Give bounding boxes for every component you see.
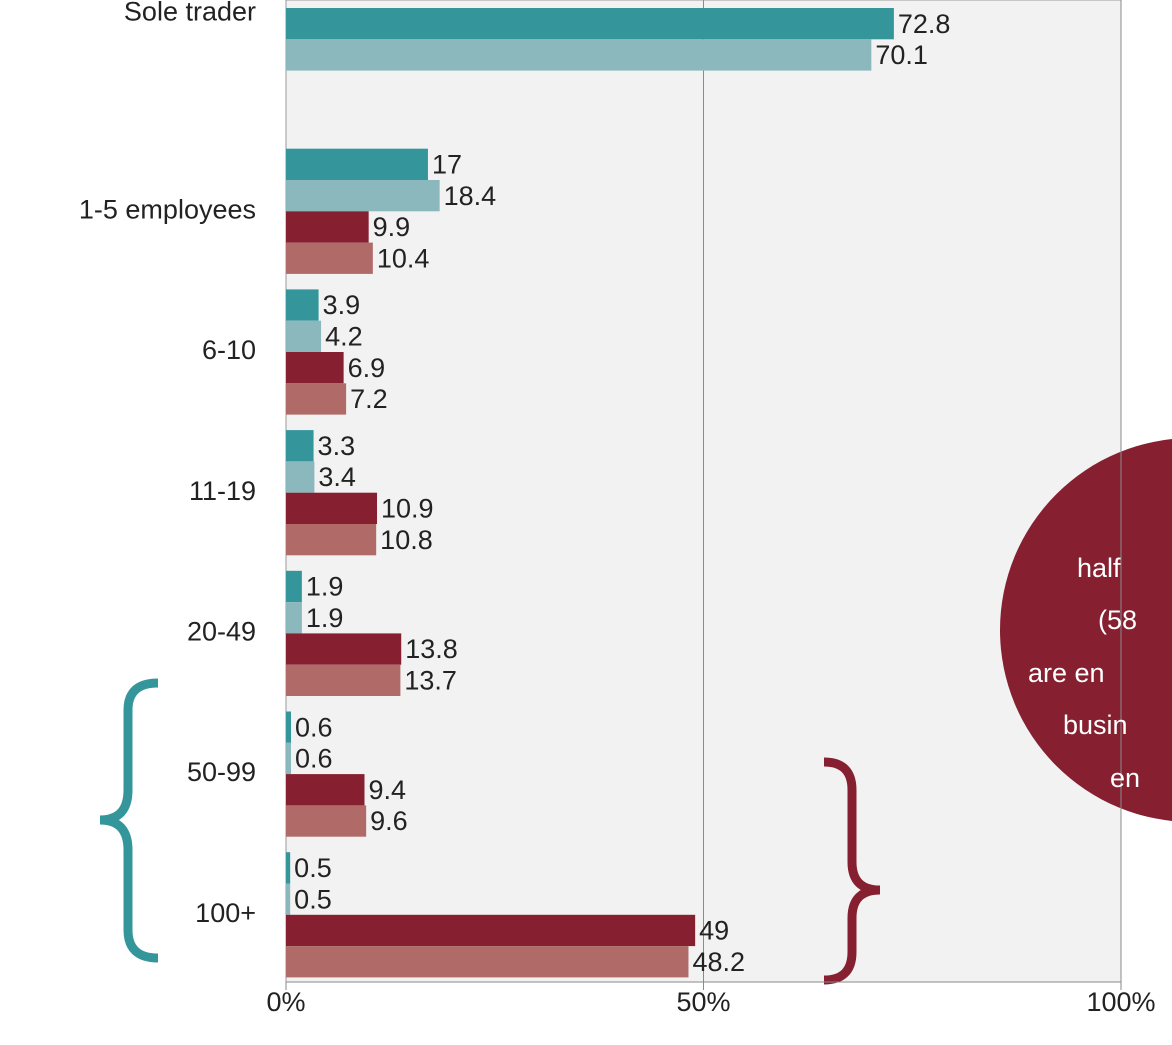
bar [286,570,302,603]
x-tick-label: 100% [1086,987,1155,1017]
bar [286,664,401,696]
value-label: 4.2 [325,321,363,351]
callout-text: are en [1028,658,1105,688]
value-label: 3.3 [318,431,356,461]
bar [286,711,292,743]
bar [286,320,322,352]
bar [286,39,872,71]
right-brace [823,757,881,985]
bar [286,774,365,806]
category-label: 1-5 employees [79,194,256,224]
bar [286,946,689,978]
bar [286,461,315,493]
callout-text: en [1110,763,1140,793]
category-label: 6-10 [202,335,256,365]
left-brace [99,678,159,963]
value-label: 7.2 [350,384,388,414]
value-label: 49 [699,916,729,946]
value-label: 70.1 [875,40,928,70]
bar [286,148,428,180]
value-label: 10.8 [380,525,433,555]
value-label: 17 [432,149,462,179]
bar [286,602,302,634]
bar [286,914,696,947]
bar [286,383,347,415]
bar [286,805,367,837]
value-label: 9.9 [373,212,411,242]
bar [286,180,440,212]
bar [286,211,369,243]
callout-text: busin [1063,710,1128,740]
value-label: 10.9 [381,493,434,523]
value-label: 72.8 [898,9,951,39]
value-label: 9.4 [368,775,406,805]
category-label: 100+ [195,898,256,928]
value-label: 18.4 [444,181,497,211]
bar [286,852,291,884]
callout-text: half [1077,553,1121,583]
category-label: 20-49 [187,617,256,647]
value-label: 13.8 [405,634,458,664]
value-label: 10.4 [377,243,430,273]
value-label: 9.6 [370,806,408,836]
value-label: 0.5 [294,884,332,914]
value-label: 1.9 [306,603,344,633]
bar [286,352,344,384]
category-label: 11-19 [189,476,256,506]
bar [286,242,373,274]
value-label: 48.2 [692,947,745,977]
bar [286,883,291,915]
value-label: 0.6 [295,744,333,774]
callout-circle [1000,439,1172,821]
value-label: 13.7 [404,665,457,695]
bar [286,8,894,40]
value-label: 1.9 [306,572,344,602]
value-label: 6.9 [348,353,386,383]
bar [286,492,378,524]
bar [286,289,319,321]
category-label: 50-99 [187,757,256,787]
bar [286,742,292,775]
category-label: Sole trader [124,0,256,27]
callout-text: (58 [1098,605,1137,635]
bar [286,633,402,665]
value-label: 0.5 [294,853,332,883]
bar [286,524,377,556]
value-label: 3.9 [323,290,361,320]
x-tick-label: 50% [676,987,730,1017]
value-label: 0.6 [295,712,333,742]
bar [286,430,314,462]
x-tick-label: 0% [266,987,305,1017]
value-label: 3.4 [318,462,356,492]
